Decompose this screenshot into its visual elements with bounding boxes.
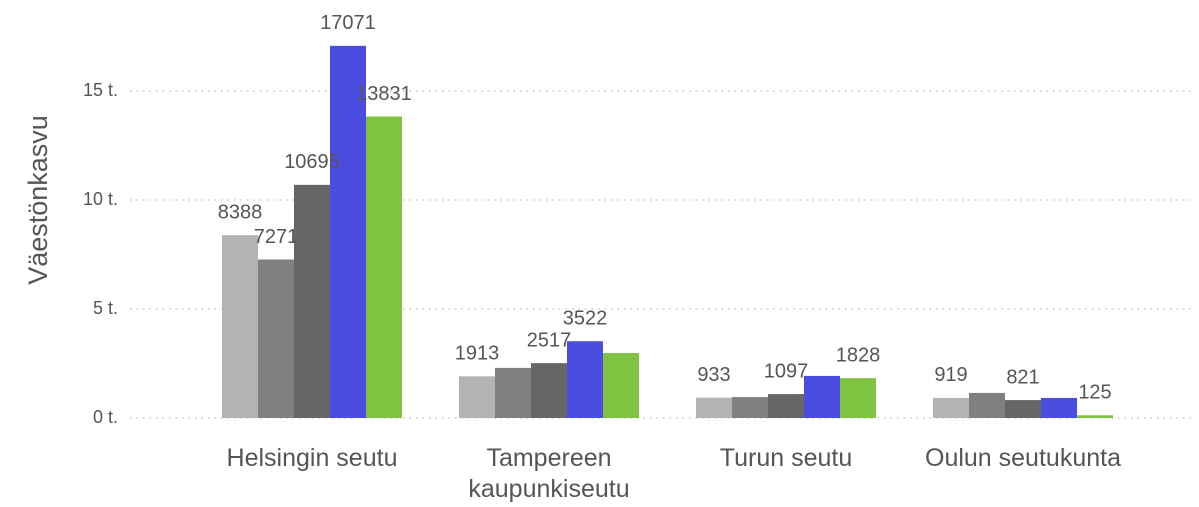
- bar: [567, 341, 603, 418]
- data-label: 7271: [254, 226, 299, 248]
- y-tick-label: 5 t.: [93, 298, 118, 318]
- y-axis-label: Väestönkasvu: [23, 115, 53, 285]
- bar: [696, 397, 732, 418]
- y-tick-label: 15 t.: [83, 80, 118, 100]
- data-label: 13831: [356, 83, 412, 105]
- bar: [222, 235, 258, 418]
- bar: [531, 363, 567, 418]
- data-label: 1828: [836, 344, 881, 366]
- bar: [840, 378, 876, 418]
- data-label: 2517: [527, 329, 572, 351]
- bar: [330, 45, 366, 418]
- data-label: 1913: [455, 343, 500, 365]
- y-tick-label: 10 t.: [83, 189, 118, 209]
- bar: [495, 367, 531, 418]
- bar: [1005, 400, 1041, 418]
- bar: [1041, 397, 1077, 418]
- data-label: 125: [1078, 382, 1111, 404]
- data-label: 17071: [320, 12, 376, 34]
- bar: [969, 392, 1005, 418]
- data-label: 8388: [218, 201, 263, 223]
- x-tick-label: Tampereen kaupunkiseutu: [468, 444, 630, 503]
- bar: [459, 376, 495, 418]
- bar: [933, 397, 969, 418]
- data-label: 919: [934, 364, 967, 386]
- bar: [804, 375, 840, 418]
- data-label: 10695: [284, 151, 340, 173]
- bar: [1077, 415, 1113, 418]
- data-label: 821: [1006, 366, 1039, 388]
- bar: [768, 394, 804, 418]
- y-tick-label: 0 t.: [93, 407, 118, 427]
- bar: [732, 397, 768, 418]
- bar: [294, 184, 330, 418]
- x-tick-label: Turun seutu: [719, 444, 853, 472]
- bar: [366, 116, 402, 419]
- bar: [603, 353, 639, 418]
- data-label: 1097: [764, 360, 809, 382]
- x-tick-label: Oulun seutukunta: [925, 444, 1121, 472]
- x-tick-label: Helsingin seutu: [226, 444, 398, 472]
- bar: [258, 259, 294, 418]
- data-label: 3522: [563, 308, 608, 330]
- data-label: 933: [697, 364, 730, 386]
